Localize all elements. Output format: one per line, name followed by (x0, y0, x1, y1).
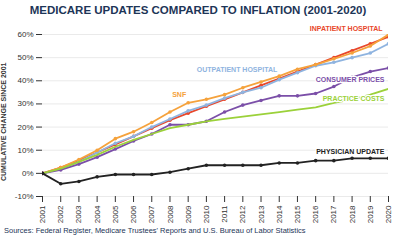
svg-text:PRACTICE COSTS: PRACTICE COSTS (323, 95, 385, 102)
html-text:CUMULATIVE CHANGE SINCE 2001: CUMULATIVE CHANGE SINCE 2001 (0, 62, 7, 182)
svg-text:0%: 0% (22, 169, 34, 178)
svg-text:2005: 2005 (111, 205, 120, 223)
svg-text:-10%: -10% (15, 192, 34, 201)
svg-text:2015: 2015 (293, 205, 302, 223)
svg-text:2020: 2020 (384, 205, 393, 223)
svg-text:2004: 2004 (93, 205, 102, 223)
svg-text:2011: 2011 (220, 205, 229, 223)
svg-text:2017: 2017 (329, 205, 338, 223)
svg-text:INPATIENT HOSPITAL: INPATIENT HOSPITAL (310, 25, 383, 32)
svg-text:2012: 2012 (238, 205, 247, 223)
svg-text:PHYSICIAN UPDATE: PHYSICIAN UPDATE (316, 148, 385, 155)
svg-text:2009: 2009 (184, 205, 193, 223)
svg-text:2007: 2007 (147, 205, 156, 223)
html-text:MEDICARE UPDATES COMPARED TO I: MEDICARE UPDATES COMPARED TO INFLATION (… (29, 4, 367, 16)
svg-text:SNF: SNF (172, 91, 187, 98)
svg-text:2001: 2001 (38, 205, 47, 223)
svg-text:40%: 40% (17, 76, 33, 85)
svg-text:2006: 2006 (129, 205, 138, 223)
html-text:Sources: Federal Register, Med: Sources: Federal Register, Medicare Trus… (4, 226, 306, 235)
svg-text:CONSUMER PRICES: CONSUMER PRICES (316, 76, 385, 83)
svg-text:20%: 20% (17, 123, 33, 132)
svg-text:50%: 50% (17, 53, 33, 62)
svg-text:30%: 30% (17, 99, 33, 108)
svg-text:2003: 2003 (74, 205, 83, 223)
svg-text:2013: 2013 (257, 205, 266, 223)
svg-text:2019: 2019 (366, 205, 375, 223)
svg-text:2010: 2010 (202, 205, 211, 223)
svg-text:OUTPATIENT HOSPITAL: OUTPATIENT HOSPITAL (197, 66, 278, 73)
svg-text:2014: 2014 (275, 205, 284, 223)
svg-text:10%: 10% (17, 146, 33, 155)
svg-text:2008: 2008 (166, 205, 175, 223)
svg-text:2016: 2016 (311, 205, 320, 223)
svg-text:2002: 2002 (56, 205, 65, 223)
svg-text:60%: 60% (17, 30, 33, 39)
svg-text:2018: 2018 (348, 205, 357, 223)
